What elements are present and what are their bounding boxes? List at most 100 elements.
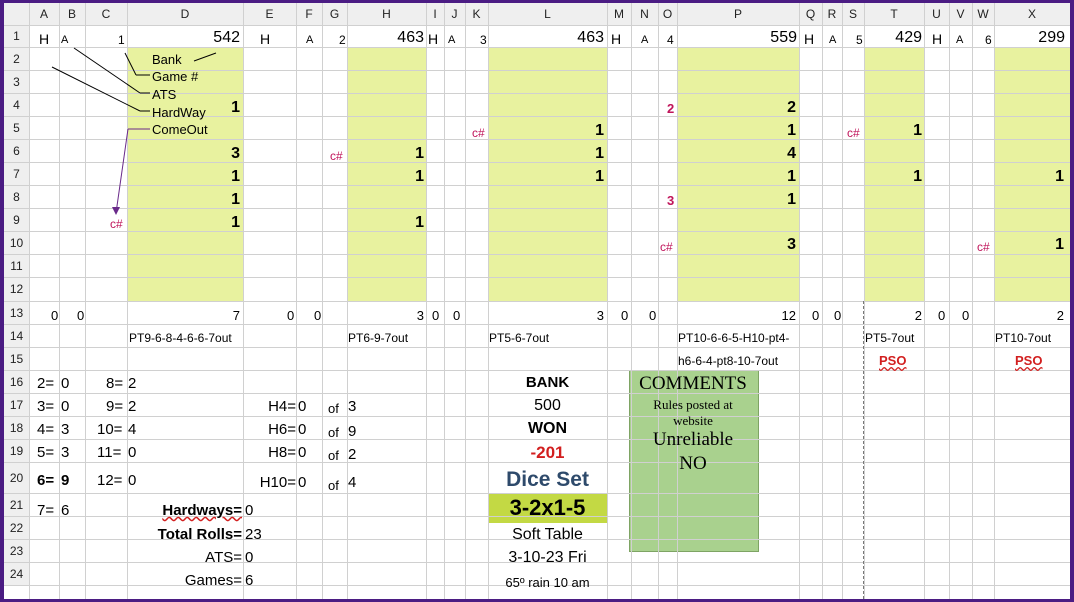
row-header-18[interactable]: 18 <box>4 417 29 439</box>
g1-num: 1 <box>118 33 125 47</box>
column-header-a[interactable]: A <box>39 7 48 21</box>
game1-highlight <box>127 47 243 301</box>
column-header-r[interactable]: R <box>827 7 837 21</box>
row-header-5[interactable]: 5 <box>4 117 29 139</box>
row-header-8[interactable]: 8 <box>4 186 29 208</box>
column-header-w[interactable]: W <box>977 7 989 21</box>
column-header-p[interactable]: P <box>733 7 742 21</box>
row-header-20[interactable]: 20 <box>4 463 29 493</box>
row-header-10[interactable]: 10 <box>4 232 29 254</box>
row-header-7[interactable]: 7 <box>4 163 29 185</box>
game5-highlight <box>864 47 924 301</box>
gridline-h <box>4 439 1070 440</box>
g4-r5: 1 <box>787 122 796 139</box>
row-header-14[interactable]: 14 <box>4 325 29 347</box>
row-header-4[interactable]: 4 <box>4 94 29 116</box>
column-header-j[interactable]: J <box>451 7 458 21</box>
zero-f13: 0 <box>314 308 322 323</box>
row-header-1[interactable]: 1 <box>4 26 29 47</box>
row-header-2[interactable]: 2 <box>4 48 29 70</box>
count-k-4: 4= <box>37 421 55 438</box>
g2-h: H <box>260 31 271 47</box>
legend-comeout: ComeOut <box>152 122 208 137</box>
column-header-h[interactable]: H <box>382 7 391 21</box>
row-header-13[interactable]: 13 <box>4 302 29 324</box>
gridline-h <box>4 25 1070 26</box>
column-header-n[interactable]: N <box>640 7 649 21</box>
hard-k-4: H4= <box>268 398 296 415</box>
g3-total: 3 <box>596 308 604 323</box>
count-k-11: 11= <box>97 444 122 461</box>
gridline-h <box>4 370 1070 371</box>
comments-no: NO <box>679 453 707 474</box>
gridline-h <box>4 47 1070 48</box>
row-header-21[interactable]: 21 <box>4 494 29 516</box>
g1-r6: 3 <box>231 145 240 162</box>
g4-r8-c: 3 <box>667 193 675 208</box>
count-k-8: 8= <box>106 375 124 392</box>
ats-value: 0 <box>245 549 254 566</box>
row-header-11[interactable]: 11 <box>4 255 29 277</box>
gridline-h <box>4 162 1070 163</box>
column-header-l[interactable]: L <box>544 7 551 21</box>
g5-seq: PT5-7out <box>865 331 915 345</box>
gridline-h <box>4 585 1070 586</box>
column-header-q[interactable]: Q <box>805 7 816 21</box>
count-k-10: 10= <box>97 421 123 438</box>
column-header-u[interactable]: U <box>932 7 941 21</box>
won-label: WON <box>527 420 568 437</box>
g4-a: A <box>641 34 649 46</box>
gridline-h <box>4 70 1070 71</box>
zero-u13: 0 <box>938 308 946 323</box>
count-v-2: 0 <box>61 375 70 392</box>
g3-bank: 463 <box>577 29 604 46</box>
total-rolls-label: Total Rolls= <box>157 526 242 543</box>
column-header-k[interactable]: K <box>472 7 481 21</box>
column-header-o[interactable]: O <box>662 7 673 21</box>
column-header-m[interactable]: M <box>614 7 624 21</box>
g4-r8: 1 <box>787 191 796 208</box>
gridline-h <box>4 116 1070 117</box>
column-header-c[interactable]: C <box>101 7 111 21</box>
g6-r10: 1 <box>1055 236 1064 253</box>
column-header-i[interactable]: I <box>433 7 437 21</box>
g6-pso: PSO <box>1015 353 1043 368</box>
game2-highlight <box>347 47 426 301</box>
row-header-23[interactable]: 23 <box>4 540 29 562</box>
gridline-h <box>4 539 1070 540</box>
column-header-v[interactable]: V <box>956 7 965 21</box>
g4-h: H <box>611 31 622 47</box>
row-header-15[interactable]: 15 <box>4 348 29 370</box>
zero-q13: 0 <box>812 308 820 323</box>
row-header-6[interactable]: 6 <box>4 140 29 162</box>
row-header-9[interactable]: 9 <box>4 209 29 231</box>
g5-r5-c: c# <box>847 126 860 140</box>
row-header-3[interactable]: 3 <box>4 71 29 93</box>
count-k-3: 3= <box>37 398 55 415</box>
column-header-f[interactable]: F <box>305 7 313 21</box>
gridline-h <box>4 324 1070 325</box>
g4-total: 12 <box>781 308 796 323</box>
g5-num: 5 <box>856 33 863 47</box>
gridline-h <box>4 416 1070 417</box>
column-header-g[interactable]: G <box>329 7 340 21</box>
column-header-s[interactable]: S <box>848 7 857 21</box>
column-header-x[interactable]: X <box>1027 7 1036 21</box>
row-header-24[interactable]: 24 <box>4 563 29 585</box>
row-header-17[interactable]: 17 <box>4 394 29 416</box>
row-header-12[interactable]: 12 <box>4 278 29 301</box>
row-header-22[interactable]: 22 <box>4 517 29 539</box>
column-header-e[interactable]: E <box>265 7 274 21</box>
g6-num: 6 <box>985 33 992 47</box>
row-header-19[interactable]: 19 <box>4 440 29 462</box>
row-header-16[interactable]: 16 <box>4 371 29 393</box>
g5-a: A <box>829 34 837 46</box>
g6-r10-c: c# <box>977 240 990 254</box>
column-header-b[interactable]: B <box>67 7 76 21</box>
gridline-h <box>4 277 1070 278</box>
legend-connectors <box>51 47 217 215</box>
g6-seq: PT10-7out <box>995 331 1052 345</box>
column-header-t[interactable]: T <box>890 7 898 21</box>
column-header-d[interactable]: D <box>180 7 190 21</box>
